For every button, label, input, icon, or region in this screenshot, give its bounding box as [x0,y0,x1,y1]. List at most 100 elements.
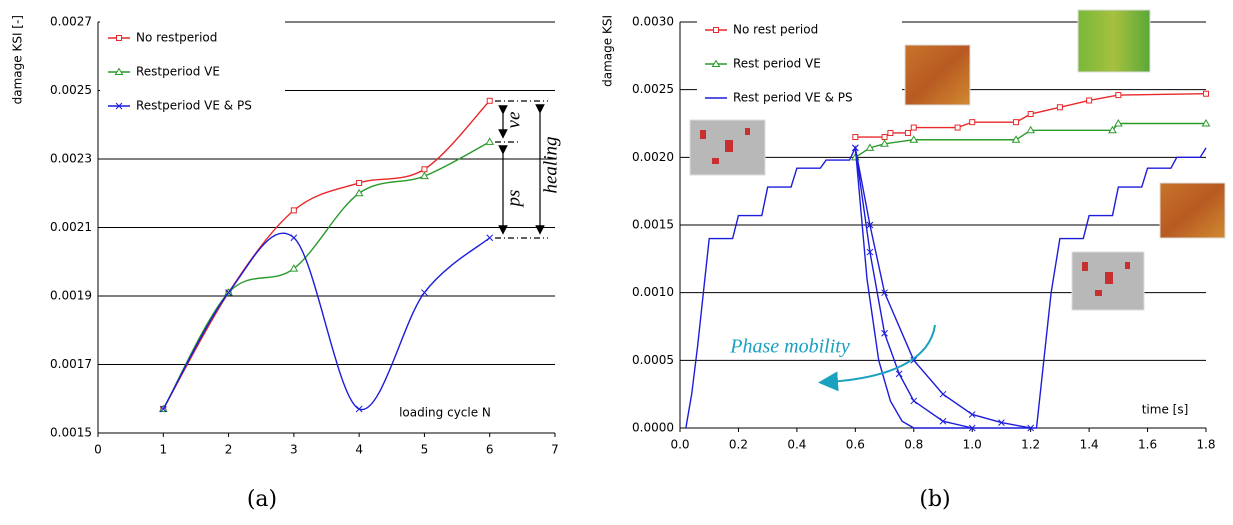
x-tick-label: 7 [551,443,559,457]
y-tick-label: 0.0017 [50,357,92,371]
marker [421,166,428,173]
x-tick-label: 1.0 [963,438,982,452]
marker [1203,90,1209,97]
legend-label: Rest period VE [733,57,821,71]
marker [1011,135,1021,143]
legend-box [100,20,285,118]
y-tick-label: 0.0030 [632,15,674,29]
series-line [685,145,1207,429]
marker [486,97,493,104]
marker [1027,111,1034,118]
y-tick-label: 0.0005 [632,353,674,367]
marker [356,179,363,186]
marker [910,124,917,131]
marker [904,129,911,136]
legend-label: Restperiod VE [136,65,220,79]
marker [865,143,875,151]
legend-marker [115,102,123,110]
marker [866,248,874,256]
marker [881,134,888,141]
annotation: ve [503,112,524,129]
marker [998,419,1005,426]
marker [852,134,859,141]
marker [354,188,364,197]
y-tick-label: 0.0010 [632,285,674,299]
marker [851,144,859,152]
marker [968,411,976,418]
x-tick-label: 0.8 [904,438,923,452]
legend-marker [713,27,719,33]
marker [289,264,299,272]
legend-marker [713,27,719,33]
marker [887,129,894,136]
marker [866,221,874,229]
x-tick-label: 0.4 [787,438,806,452]
marker [1027,424,1035,432]
chart-b: 0.00000.00050.00100.00150.00200.00250.00… [601,12,1216,512]
legend-label: Restperiod VE & PS [136,99,252,113]
x-axis-label: loading cycle N [399,406,491,420]
y-tick-label: 0.0023 [50,152,92,166]
arrow [818,324,936,392]
y-tick-label: 0.0021 [50,220,92,234]
marker [1113,119,1123,127]
x-tick-label: 6 [486,443,494,457]
y-tick-label: 0.0015 [50,426,92,440]
x-tick-label: 1.2 [1021,438,1040,452]
legend-marker [114,67,124,75]
x-tick-label: 3 [290,443,298,457]
marker [485,137,495,145]
y-axis-label: damage KSI [601,15,615,87]
marker [910,397,918,405]
x-tick-label: 0.2 [729,438,748,452]
marker [910,356,918,364]
marker [969,119,976,126]
marker [909,135,919,143]
series-line [162,232,491,411]
series-line [854,147,973,429]
marker [225,289,232,296]
y-tick-label: 0.0027 [50,15,92,29]
series-line [162,100,491,410]
legend-marker [711,59,721,67]
x-tick-label: 1.4 [1080,438,1099,452]
marker [1115,92,1122,99]
x-tick-label: 4 [355,443,363,457]
legend-marker [114,67,124,75]
marker [486,234,494,242]
x-tick-label: 0 [94,443,102,457]
x-tick-label: 0.0 [670,438,689,452]
x-tick-label: 5 [421,443,429,457]
marker [355,405,363,413]
marker [290,234,298,242]
legend-marker [116,35,122,41]
annotation: ps [503,190,524,209]
x-axis-label: time [s] [1142,403,1189,417]
micrograph-thumbnails [689,9,1226,311]
marker [420,171,429,180]
legend-label: No restperiod [136,31,217,45]
caption: (a) [247,487,277,512]
legend-marker [711,59,721,67]
marker [159,405,167,413]
marker [421,289,428,296]
y-tick-label: 0.0019 [50,289,92,303]
marker [881,329,888,337]
marker [881,289,888,297]
chart-a: 0.0015 0.0017 0.0019 0.0021 0.0023 0.0025 0.00… [11,15,559,513]
y-tick-label: 0.0025 [50,83,92,97]
marker [1201,119,1211,127]
marker [939,390,947,398]
marker [895,370,903,378]
marker [1108,125,1117,134]
annotation: Phase mobility [729,336,850,358]
marker [290,207,297,214]
y-tick-label: 0.0025 [632,82,674,96]
legend-marker [115,102,123,110]
series-line [854,147,1031,429]
marker [939,417,947,425]
x-tick-label: 2 [225,443,233,457]
x-tick-label: 1.6 [1138,438,1157,452]
